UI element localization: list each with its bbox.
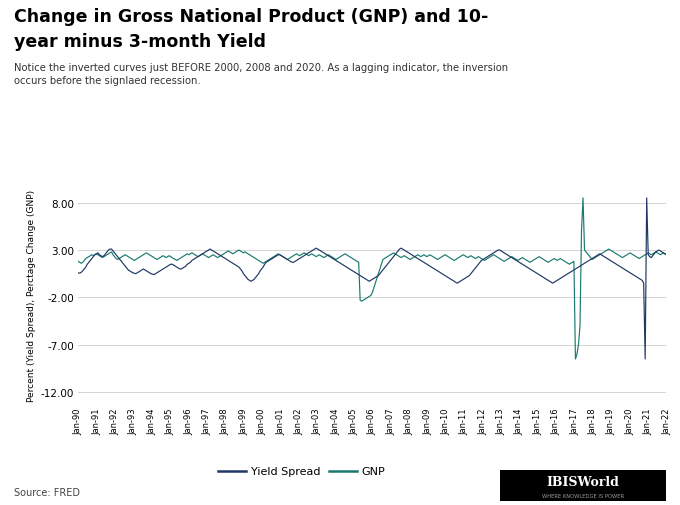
Text: WHERE KNOWLEDGE IS POWER: WHERE KNOWLEDGE IS POWER: [542, 493, 624, 498]
Text: Change in Gross National Product (GNP) and 10-: Change in Gross National Product (GNP) a…: [14, 8, 488, 26]
Text: Source: FRED: Source: FRED: [14, 487, 80, 497]
Text: IBISWorld: IBISWorld: [547, 475, 619, 488]
Text: year minus 3-month Yield: year minus 3-month Yield: [14, 33, 266, 51]
Legend: Yield Spread, GNP: Yield Spread, GNP: [214, 462, 390, 481]
Y-axis label: Percent (Yield Spread), Perctage Change (GNP): Percent (Yield Spread), Perctage Change …: [27, 189, 37, 401]
Text: Notice the inverted curves just BEFORE 2000, 2008 and 2020. As a lagging indicat: Notice the inverted curves just BEFORE 2…: [14, 63, 508, 86]
